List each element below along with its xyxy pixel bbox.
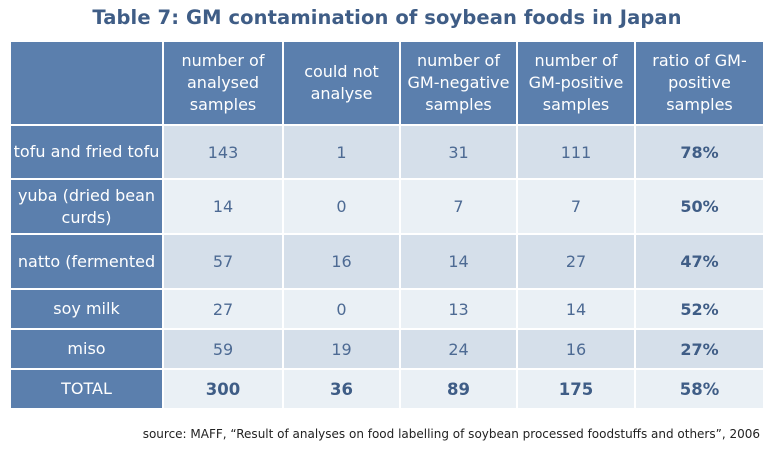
header-cell-gm-negative: number of GM-negative samples	[399, 40, 518, 126]
row-label: TOTAL	[9, 368, 164, 410]
table-title: Table 7: GM contamination of soybean foo…	[92, 6, 682, 29]
table-cell: 0	[282, 178, 401, 235]
table-cell: 13	[399, 288, 518, 330]
ratio-cell: 58%	[634, 368, 765, 410]
table-row: soy milk 27 0 13 14 52%	[9, 288, 765, 330]
total-cell: 36	[282, 368, 401, 410]
table-row: miso 59 19 24 16 27%	[9, 328, 765, 370]
table-cell: 24	[399, 328, 518, 370]
total-cell: 89	[399, 368, 518, 410]
total-cell: 300	[162, 368, 284, 410]
ratio-cell: 78%	[634, 124, 765, 180]
table-row: natto (fermented 57 16 14 27 47%	[9, 233, 765, 290]
table-cell: 1	[282, 124, 401, 180]
header-cell-could-not-analyse: could not analyse	[282, 40, 401, 126]
ratio-cell: 52%	[634, 288, 765, 330]
table-row: yuba (dried bean curds) 14 0 7 7 50%	[9, 178, 765, 235]
row-label: natto (fermented	[9, 233, 164, 290]
table-cell: 19	[282, 328, 401, 370]
ratio-cell: 27%	[634, 328, 765, 370]
table-cell: 7	[516, 178, 636, 235]
row-label: soy milk	[9, 288, 164, 330]
ratio-cell: 47%	[634, 233, 765, 290]
total-cell: 175	[516, 368, 636, 410]
header-cell-corner	[9, 40, 164, 126]
header-cell-ratio: ratio of GM-positive samples	[634, 40, 765, 126]
table-cell: 14	[399, 233, 518, 290]
table-cell: 59	[162, 328, 284, 370]
ratio-cell: 50%	[634, 178, 765, 235]
header-cell-gm-positive: number of GM-positive samples	[516, 40, 636, 126]
data-table: number of analysed samples could not ana…	[9, 40, 765, 410]
table-cell: 57	[162, 233, 284, 290]
source-note: source: MAFF, “Result of analyses on foo…	[142, 427, 760, 441]
table-cell: 14	[162, 178, 284, 235]
row-label: yuba (dried bean curds)	[9, 178, 164, 235]
table-cell: 27	[516, 233, 636, 290]
table-cell: 7	[399, 178, 518, 235]
header-row: number of analysed samples could not ana…	[9, 40, 765, 126]
table-cell: 14	[516, 288, 636, 330]
table-cell: 0	[282, 288, 401, 330]
row-label: tofu and fried tofu	[9, 124, 164, 180]
table-row: tofu and fried tofu 143 1 31 111 78%	[9, 124, 765, 180]
table-cell: 111	[516, 124, 636, 180]
table-cell: 27	[162, 288, 284, 330]
table-cell: 16	[516, 328, 636, 370]
row-label: miso	[9, 328, 164, 370]
header-cell-analysed: number of analysed samples	[162, 40, 284, 126]
table-cell: 143	[162, 124, 284, 180]
total-row: TOTAL 300 36 89 175 58%	[9, 368, 765, 410]
table-cell: 16	[282, 233, 401, 290]
table-cell: 31	[399, 124, 518, 180]
